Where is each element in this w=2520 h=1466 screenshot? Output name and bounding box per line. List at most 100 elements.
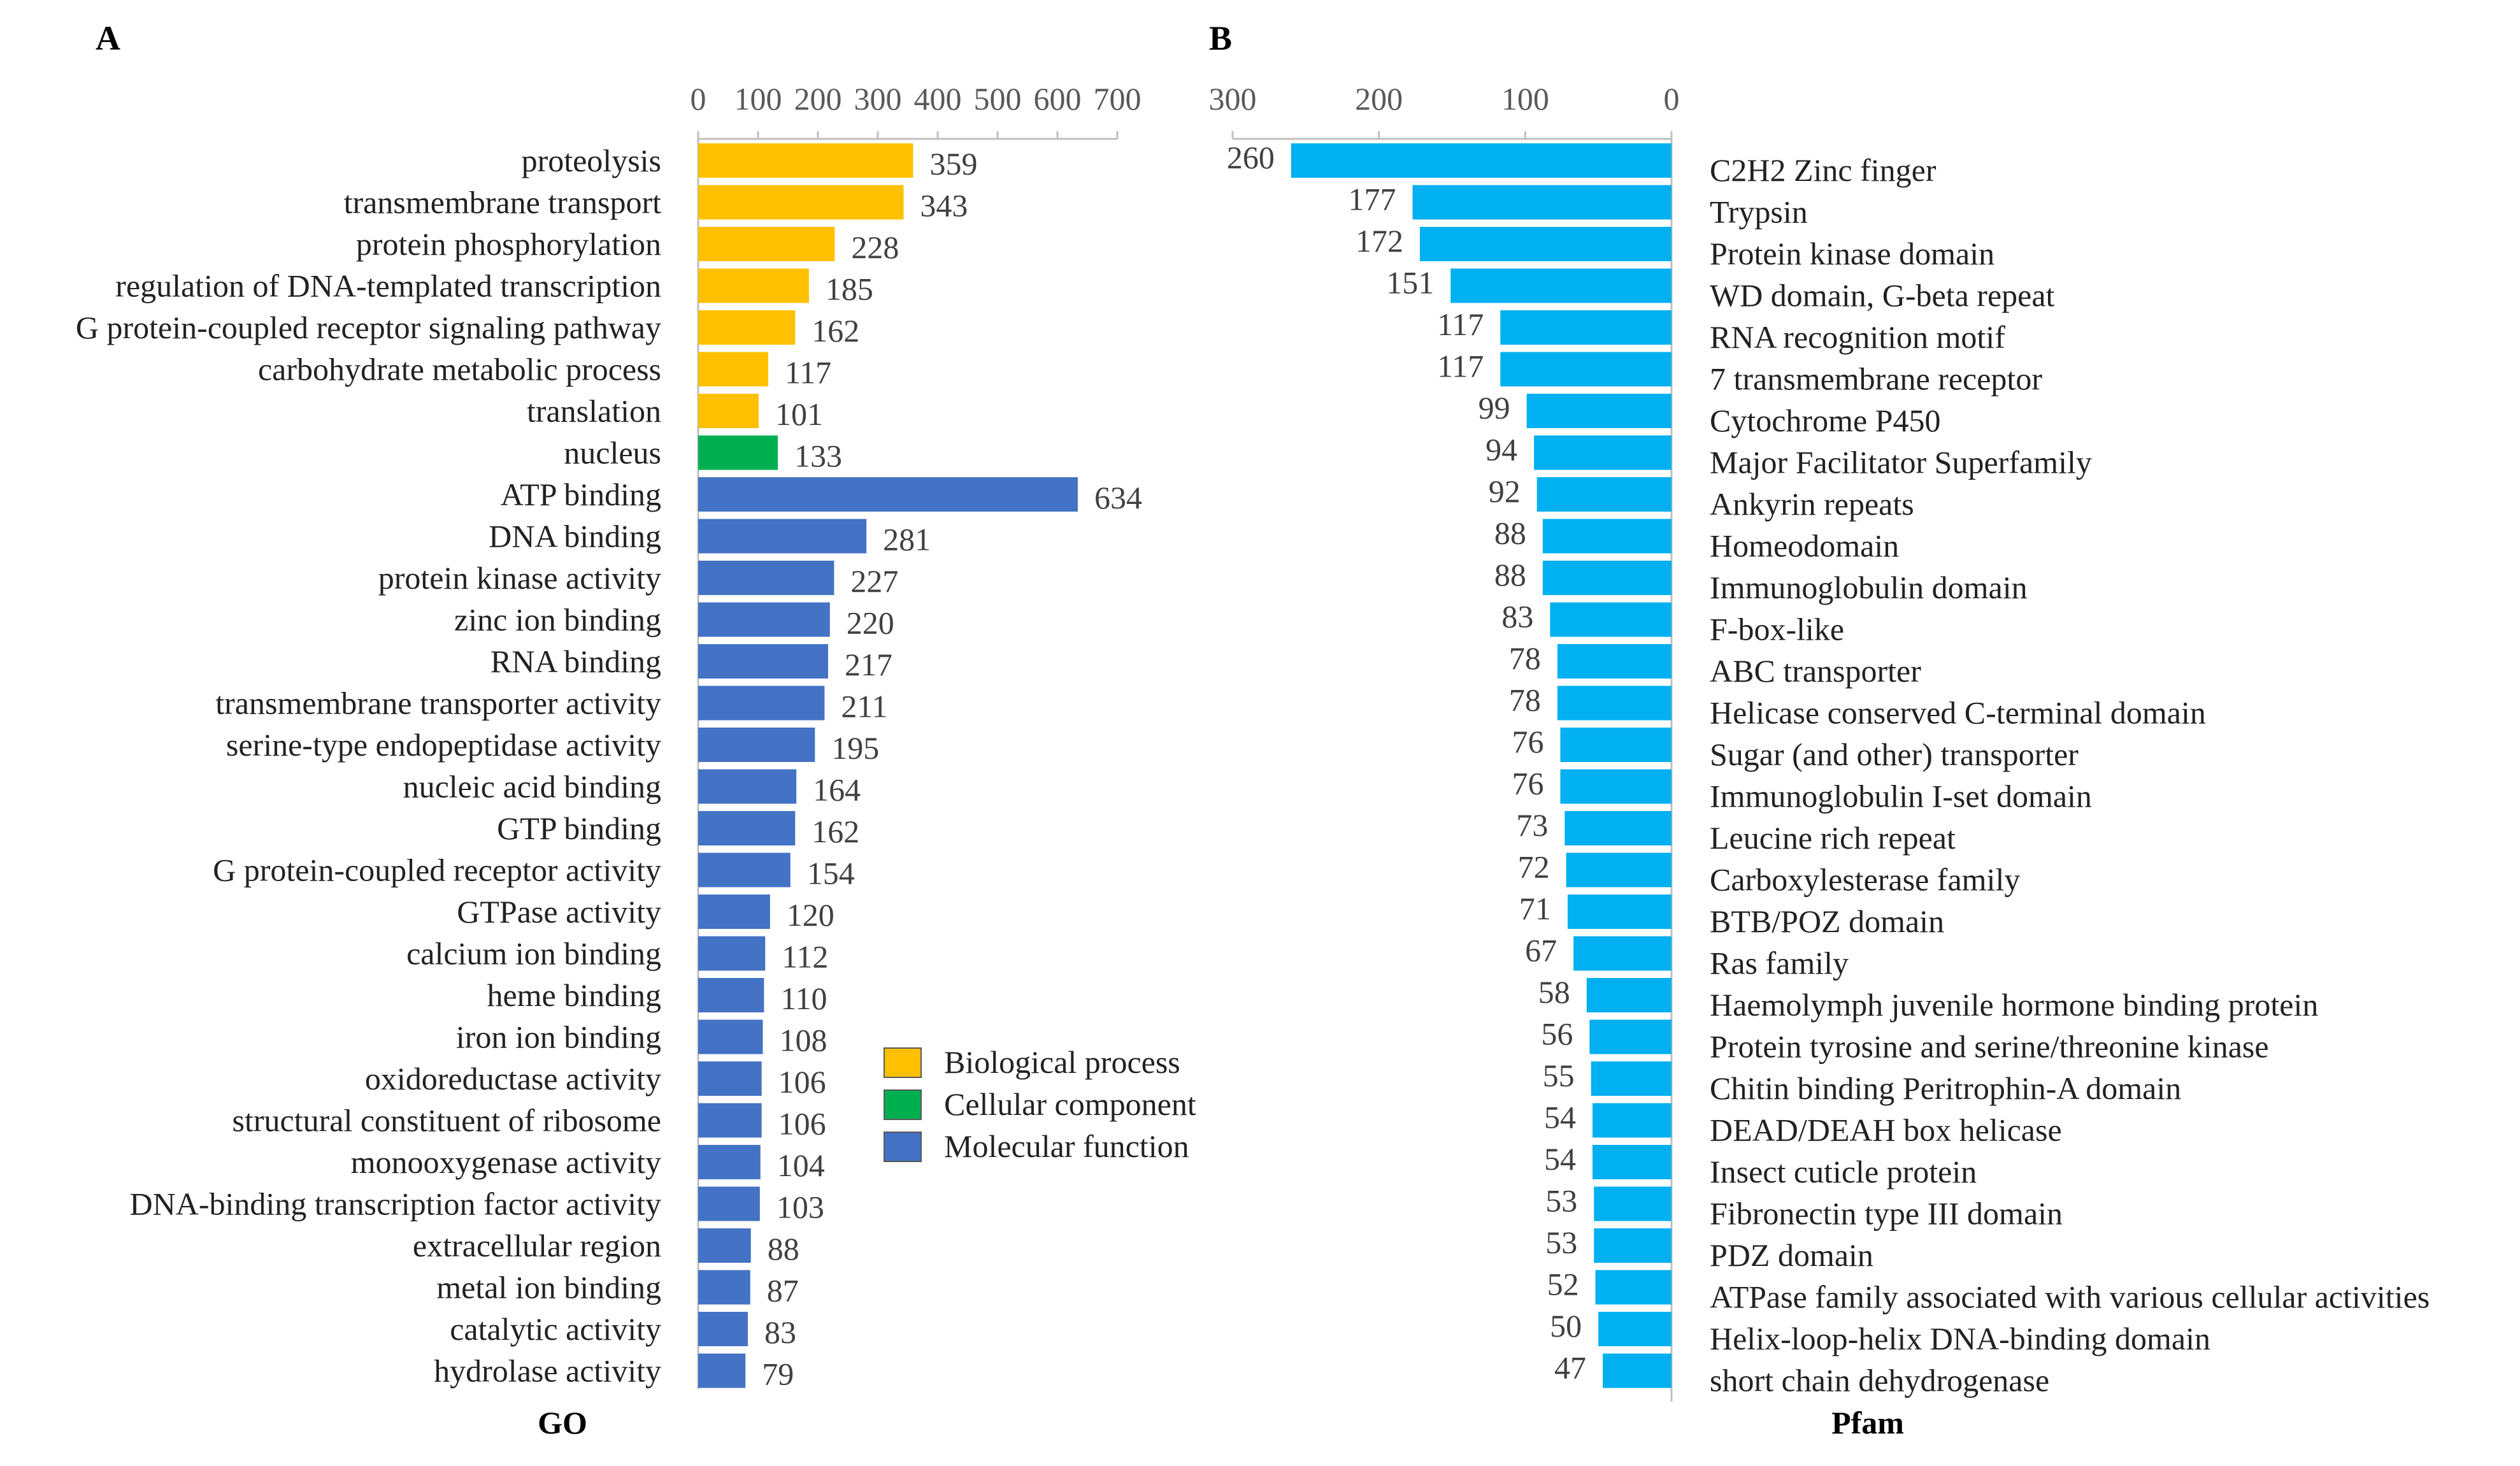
pfam-bar-dead-deah-box-helicase	[1592, 1103, 1672, 1138]
pfam-value-label: 177	[1348, 182, 1396, 217]
pfam-bar-pdz-domain	[1594, 1228, 1672, 1263]
go-bar-transmembrane-transporter-activity	[698, 686, 825, 721]
pfam-value-label: 58	[1538, 974, 1570, 1010]
go-bar-translation	[698, 394, 759, 428]
go-bar-gtp-binding	[698, 811, 796, 845]
go-bar-regulation-of-dna-templated-transcription	[698, 268, 809, 303]
pfam-bar-f-box-like	[1550, 602, 1672, 637]
pfam-category-label: Fibronectin type III domain	[1710, 1196, 2063, 1232]
go-value-label: 110	[780, 981, 827, 1016]
pfam-bar-rna-recognition-motif	[1500, 310, 1672, 345]
panel-label-b: B	[1209, 19, 1232, 57]
pfam-bar-insect-cuticle-protein	[1592, 1145, 1672, 1179]
go-value-label: 154	[807, 856, 855, 891]
go-chart-title: GO	[538, 1405, 587, 1441]
pfam-category-label: Immunoglobulin I-set domain	[1710, 779, 2092, 814]
pfam-category-label: Helicase conserved C-terminal domain	[1710, 695, 2206, 731]
pfam-category-label: WD domain, G-beta repeat	[1710, 278, 2055, 313]
pfam-value-label: 88	[1494, 557, 1526, 593]
go-bar-nucleus	[698, 435, 778, 470]
go-value-label: 228	[851, 229, 899, 265]
go-bar-zinc-ion-binding	[698, 602, 830, 637]
go-category-label: iron ion binding	[456, 1019, 661, 1055]
go-value-label: 133	[794, 438, 842, 474]
pfam-bar-leucine-rich-repeat	[1564, 811, 1672, 845]
pfam-category-label: Carboxylesterase family	[1710, 862, 2020, 898]
go-bar-g-protein-coupled-receptor-signaling-pathway	[698, 310, 796, 345]
go-value-label: 101	[775, 396, 823, 432]
go-bar-heme-binding	[698, 978, 764, 1012]
go-value-label: 217	[845, 647, 892, 682]
go-value-label: 164	[813, 772, 861, 808]
go-value-label: 83	[764, 1314, 796, 1350]
pfam-value-label: 172	[1356, 223, 1403, 259]
legend: Biological process Cellular component Mo…	[884, 1044, 1196, 1164]
pfam-category-label: Immunoglobulin domain	[1710, 570, 2028, 605]
pfam-category-label: RNA recognition motif	[1710, 319, 2005, 355]
pfam-tick-label: 200	[1355, 81, 1403, 117]
pfam-category-label: C2H2 Zinc finger	[1710, 152, 1937, 188]
go-bar-carbohydrate-metabolic-process	[698, 352, 768, 387]
go-value-label: 162	[812, 313, 859, 349]
pfam-value-label: 53	[1545, 1225, 1577, 1260]
go-value-label: 87	[767, 1273, 799, 1309]
pfam-bar-chitin-binding-peritrophin-a-domain	[1591, 1061, 1672, 1096]
pfam-bar-homeodomain	[1542, 519, 1672, 554]
pfam-tick-label: 100	[1501, 81, 1549, 117]
pfam-bar-btb-poz-domain	[1567, 895, 1672, 929]
go-tick-label: 100	[734, 81, 782, 117]
pfam-category-label: DEAD/DEAH box helicase	[1710, 1112, 2062, 1148]
pfam-value-label: 88	[1494, 515, 1526, 551]
pfam-chart-title: Pfam	[1831, 1405, 1904, 1441]
pfam-value-label: 76	[1512, 766, 1543, 801]
pfam-value-label: 78	[1509, 640, 1541, 676]
go-value-label: 88	[768, 1231, 799, 1267]
go-category-label: serine-type endopeptidase activity	[226, 727, 661, 763]
go-category-label: proteolysis	[522, 143, 661, 178]
pfam-category-label: Haemolymph juvenile hormone binding prot…	[1710, 987, 2318, 1023]
pfam-value-label: 56	[1541, 1016, 1573, 1052]
go-category-label: calcium ion binding	[406, 936, 661, 972]
pfam-value-label: 53	[1545, 1183, 1577, 1219]
pfam-value-label: 73	[1516, 807, 1548, 843]
pfam-tick-label: 0	[1664, 81, 1680, 117]
go-bar-rna-binding	[698, 644, 828, 679]
go-category-label: heme binding	[487, 977, 661, 1013]
go-value-label: 281	[883, 522, 931, 557]
pfam-category-label: Chitin binding Peritrophin-A domain	[1710, 1070, 2181, 1106]
go-value-label: 195	[831, 730, 879, 766]
go-bar-protein-phosphorylation	[698, 227, 835, 261]
pfam-category-label: Trypsin	[1710, 194, 1808, 230]
go-category-label: extracellular region	[413, 1228, 661, 1263]
go-bar-g-protein-coupled-receptor-activity	[698, 852, 791, 888]
pfam-value-label: 260	[1227, 140, 1275, 175]
go-category-label: transmembrane transport	[344, 185, 662, 220]
legend-label-cellular: Cellular component	[944, 1086, 1196, 1122]
go-value-label: 104	[777, 1147, 825, 1183]
pfam-value-label: 117	[1437, 349, 1484, 384]
go-category-label: protein phosphorylation	[356, 226, 661, 262]
pfam-bar-cytochrome-p450	[1526, 394, 1672, 428]
go-bar-structural-constituent-of-ribosome	[698, 1103, 762, 1138]
go-bar-protein-kinase-activity	[698, 561, 834, 595]
go-chart: 0 100 200 300 400 500 600 700 proteolysis 359 tran…	[76, 81, 1142, 1392]
pfam-bar-carboxylesterase-family	[1566, 852, 1672, 888]
pfam-bar-wd-domain-g-beta-repeat	[1450, 268, 1672, 303]
go-value-label: 106	[778, 1106, 826, 1142]
go-category-label: RNA binding	[490, 643, 661, 679]
pfam-bar-7-transmembrane-receptor	[1500, 352, 1672, 387]
pfam-bar-major-facilitator-superfamily	[1534, 435, 1672, 470]
go-tick-label: 400	[914, 81, 962, 117]
go-category-label: nucleus	[564, 435, 661, 471]
pfam-value-label: 55	[1543, 1058, 1575, 1093]
pfam-bar-short-chain-dehydrogenase	[1603, 1353, 1672, 1388]
go-bar-metal-ion-binding	[698, 1270, 750, 1305]
go-bar-calcium-ion-binding	[698, 936, 766, 971]
legend-label-molecular: Molecular function	[944, 1128, 1189, 1164]
pfam-value-label: 117	[1437, 306, 1484, 342]
pfam-category-label: Cytochrome P450	[1710, 403, 1940, 438]
pfam-category-label: Sugar (and other) transporter	[1710, 737, 2079, 772]
pfam-value-label: 83	[1501, 599, 1533, 635]
pfam-tick-label: 300	[1209, 81, 1257, 117]
